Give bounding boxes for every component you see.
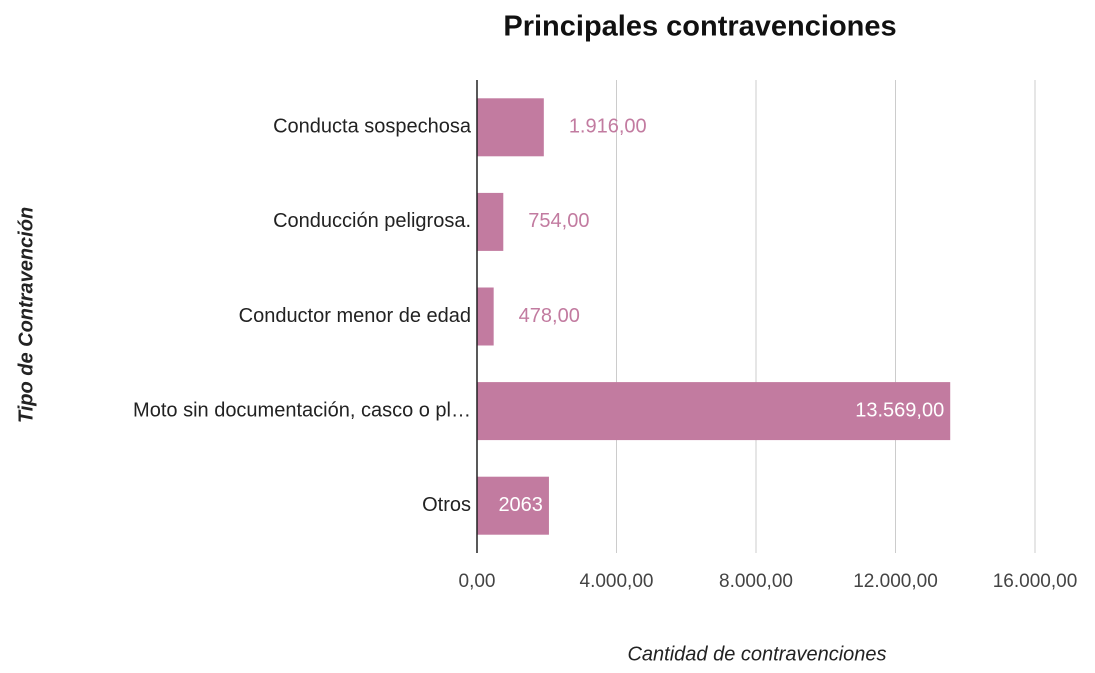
y-tick-label: Conducción peligrosa. xyxy=(273,210,471,232)
bar xyxy=(477,382,951,441)
x-axis-label: Cantidad de contravenciones xyxy=(627,643,886,665)
bar xyxy=(477,192,504,251)
x-tick-label: 4.000,00 xyxy=(580,571,654,592)
x-tick-label: 16.000,00 xyxy=(993,571,1078,592)
chart-title: Principales contravenciones xyxy=(503,11,896,43)
y-tick-label: Otros xyxy=(422,494,471,516)
data-label: 478,00 xyxy=(519,305,580,327)
x-tick-label: 8.000,00 xyxy=(719,571,793,592)
data-label: 1.916,00 xyxy=(569,116,647,138)
y-tick-label: Conducta sospechosa xyxy=(273,116,472,138)
bar xyxy=(477,98,544,157)
bar xyxy=(477,287,494,346)
data-label: 754,00 xyxy=(528,210,589,232)
x-tick-label: 0,00 xyxy=(459,571,496,592)
data-label: 13.569,00 xyxy=(855,399,944,421)
y-axis-label: Tipo de Contravención xyxy=(15,207,37,423)
y-tick-label: Conductor menor de edad xyxy=(239,305,471,327)
y-tick-label: Moto sin documentación, casco o pl… xyxy=(133,399,471,421)
x-tick-label: 12.000,00 xyxy=(853,571,938,592)
data-label: 2063 xyxy=(498,494,543,516)
bar xyxy=(477,476,549,535)
